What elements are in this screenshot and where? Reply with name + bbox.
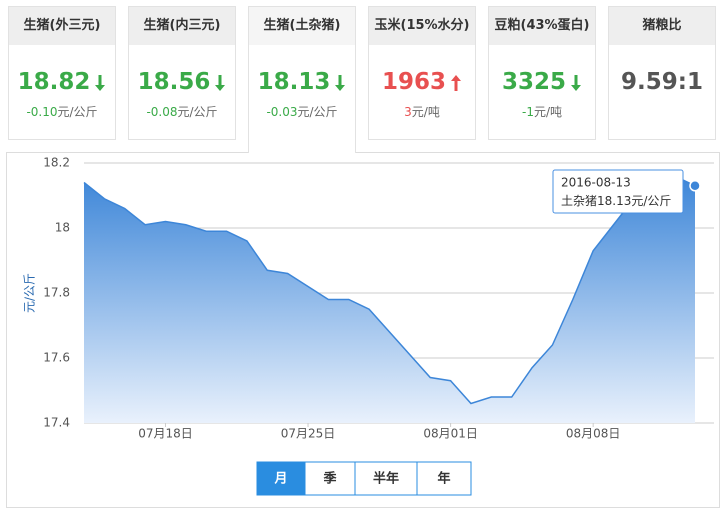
y-tick-label: 17.6 [43, 351, 70, 365]
y-tick-label: 18 [55, 221, 70, 235]
x-tick-label: 08月01日 [423, 427, 478, 441]
line [83, 175, 696, 405]
change-unit: 元/吨 [411, 105, 440, 119]
card-title: 玉米(15%水分) [369, 7, 475, 45]
y-tick-label: 17.8 [43, 286, 70, 300]
change-value: -0.03 [266, 105, 298, 119]
button-bg [304, 461, 356, 496]
y-tick-label: 18.2 [43, 156, 70, 170]
tooltip-unit: 元/公斤 [631, 194, 671, 208]
price-card[interactable]: 生猪(外三元) 18.82 -0.10元/公斤 [8, 6, 116, 140]
value-text: 9.59:1 [621, 69, 703, 95]
button-label: 年 [437, 471, 450, 487]
change-unit: 元/公斤 [297, 105, 338, 119]
value-text: 18.56 [137, 69, 211, 95]
trend-arrow [335, 74, 346, 91]
button-bg [416, 461, 472, 496]
card-title: 生猪(外三元) [9, 7, 115, 45]
price-card[interactable]: 猪粮比 9.59:1 [608, 6, 716, 140]
change-value: 3 [404, 105, 412, 119]
card-title: 生猪(内三元) [129, 7, 235, 45]
price-card[interactable]: 玉米(15%水分) 1963 3元/吨 [368, 6, 476, 140]
change-value: -0.08 [146, 105, 178, 119]
card-title: 猪粮比 [609, 7, 715, 45]
card-change: -0.08元/公斤 [129, 103, 235, 120]
x-tick-label: 07月18日 [138, 427, 193, 441]
x-tick-label: 08月08日 [566, 427, 621, 441]
area [84, 176, 695, 423]
button-label: 半年 [373, 471, 399, 487]
tooltip-number: 18.13 [597, 194, 631, 208]
card-change: 3元/吨 [369, 103, 475, 120]
arrow-shape [451, 74, 461, 91]
arrow-shape [335, 74, 346, 91]
x-tick-label: 07月25日 [281, 427, 336, 441]
period-button[interactable]: 半年 [354, 461, 418, 496]
period-button[interactable]: 季 [304, 461, 356, 496]
card-value: 18.82 [9, 67, 115, 97]
card-value: 18.56 [129, 67, 235, 97]
tooltip-value: 土杂猪18.13元/公斤 [561, 194, 671, 208]
arrow-shape [571, 74, 581, 91]
change-unit: 元/公斤 [177, 105, 218, 119]
card-change: -1元/吨 [489, 103, 595, 120]
trend-arrow [215, 74, 226, 91]
change-value: -0.10 [26, 105, 58, 119]
price-card[interactable]: 豆粕(43%蛋白) 3325 -1元/吨 [488, 6, 596, 140]
value-text: 3325 [501, 69, 566, 95]
period-button[interactable]: 年 [416, 461, 472, 496]
arrow-shape [215, 74, 226, 91]
period-button[interactable]: 月 [256, 461, 306, 496]
tooltip-date: 2016-08-13 [561, 176, 631, 190]
button-label: 月 [273, 472, 287, 487]
price-card[interactable]: 生猪(土杂猪) 18.13 -0.03元/公斤 [248, 6, 356, 153]
card-value: 18.13 [249, 67, 355, 97]
chart-frame [6, 152, 720, 508]
tooltip-series: 土杂猪 [561, 194, 597, 208]
arrow-shape [95, 74, 106, 91]
trend-arrow [95, 74, 106, 91]
tooltip-box [552, 169, 684, 214]
change-unit: 元/公斤 [57, 105, 98, 119]
value-text: 18.13 [257, 69, 331, 95]
card-title: 生猪(土杂猪) [249, 7, 355, 45]
trend-arrow [571, 74, 581, 91]
card-value: 1963 [369, 67, 475, 97]
change-unit: 元/吨 [533, 105, 562, 119]
trend-arrow [451, 74, 461, 91]
button-bg [354, 461, 418, 496]
card-title: 豆粕(43%蛋白) [489, 7, 595, 45]
button-label: 季 [322, 471, 336, 487]
y-axis-label: 元/公斤 [23, 273, 37, 313]
value-text: 1963 [381, 69, 446, 95]
change-value: -1 [521, 105, 534, 119]
value-text: 18.82 [17, 69, 91, 95]
card-change: -0.03元/公斤 [249, 103, 355, 120]
point [689, 180, 701, 192]
card-value: 9.59:1 [609, 67, 715, 97]
card-change: -0.10元/公斤 [9, 103, 115, 120]
price-card[interactable]: 生猪(内三元) 18.56 -0.08元/公斤 [128, 6, 236, 140]
card-value: 3325 [489, 67, 595, 97]
y-tick-label: 17.4 [43, 416, 70, 430]
